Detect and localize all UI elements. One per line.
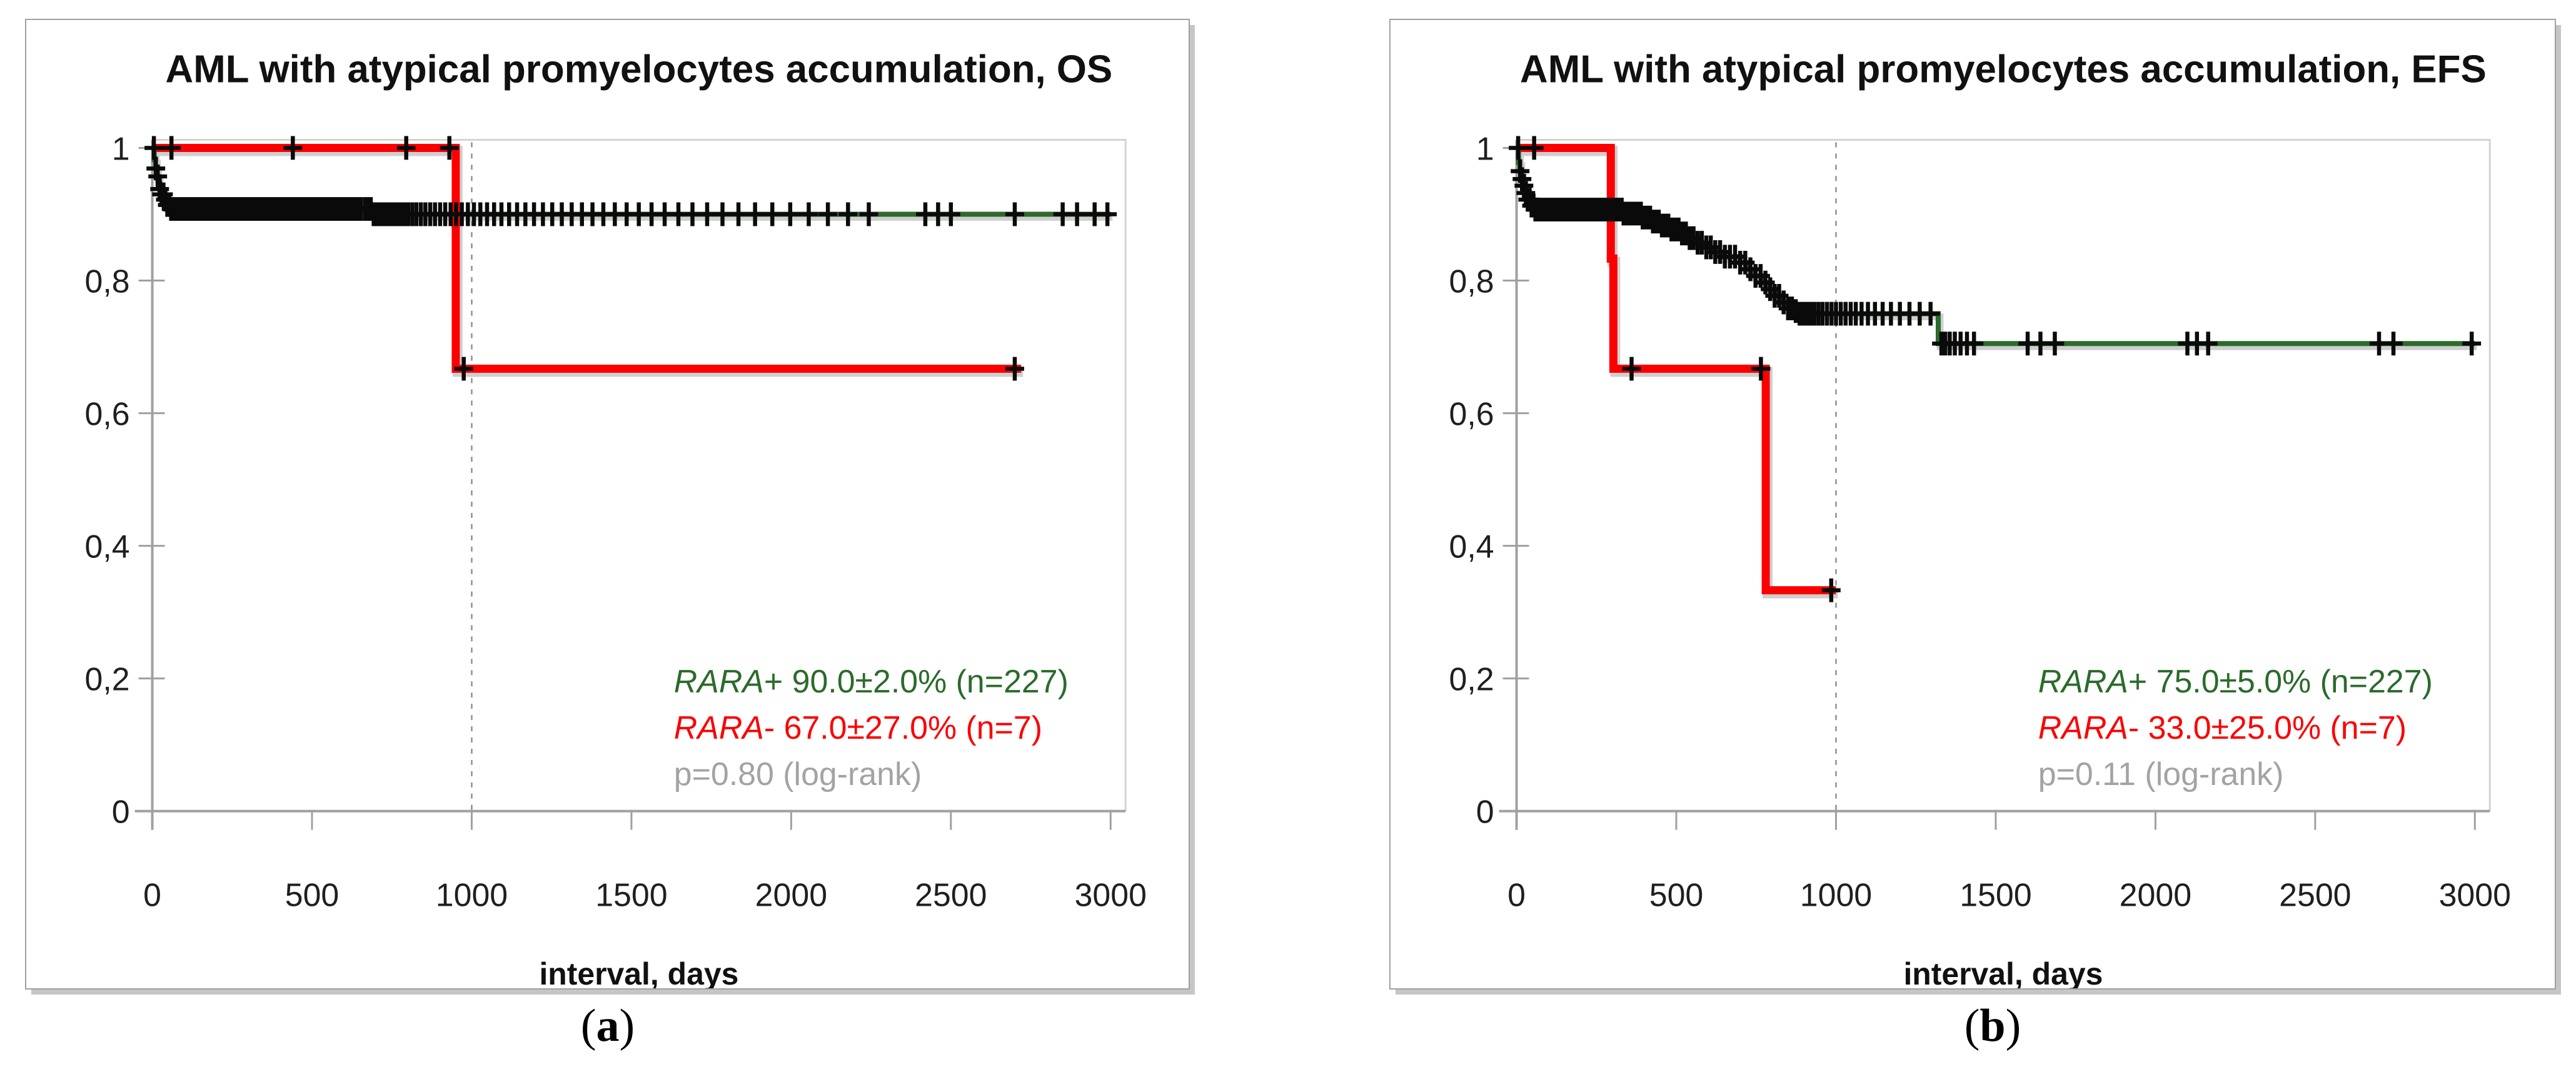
x-axis-label: interval, days	[539, 956, 738, 988]
efs-kaplan-meier-chart: 0 0,2 0,4 0,6 0,8 1 0 500 1000 1500 2000 2500 3000 AM…	[1449, 48, 2511, 988]
x-tick-label: 500	[285, 876, 340, 913]
y-tick-label: 0,4	[85, 529, 130, 565]
caption-letter: b	[1980, 1000, 2006, 1051]
x-tick-label: 0	[143, 876, 161, 913]
caption-panel-b: (b)	[1965, 1000, 2021, 1053]
series-line-rara-positive	[1516, 145, 2475, 347]
censor-marks-rara-positive	[144, 136, 1117, 226]
y-tick-label: 0,2	[85, 661, 130, 697]
caption-open-paren: (	[580, 1000, 596, 1051]
x-tick-label: 1000	[1800, 876, 1872, 913]
x-tick-label: 1500	[1960, 876, 2031, 913]
y-tick-label: 0,4	[1449, 529, 1494, 565]
series-shadow-rara-positive	[1517, 147, 2477, 350]
legend-entry: p=0.80 (log-rank)	[674, 756, 922, 792]
caption-close-paren: )	[2005, 1000, 2021, 1051]
series-line-rara-negative	[1516, 143, 1836, 595]
caption-letter: a	[596, 1000, 620, 1051]
y-tick-label: 1	[112, 130, 130, 166]
caption-open-paren: (	[1964, 1000, 1980, 1051]
legend-entry: RARA+ 75.0±5.0% (n=227)	[2038, 663, 2433, 699]
os-kaplan-meier-chart: 0 0,2 0,4 0,6 0,8 1 0 500 1000 1500 2000 2500 3000 AM…	[85, 48, 1147, 988]
caption-close-paren: )	[619, 1000, 635, 1051]
caption-panel-a: (a)	[581, 1000, 635, 1053]
x-tick-label: 2000	[755, 876, 827, 913]
x-axis-label: interval, days	[1903, 956, 2103, 988]
chart-title: AML with atypical promyelocytes accumula…	[166, 48, 1113, 91]
panel-os-chart: 0 0,2 0,4 0,6 0,8 1 0 500 1000 1500 2000 2500 3000 AM…	[25, 19, 1190, 990]
y-tick-label: 0,2	[1449, 661, 1494, 697]
series-shadow-rara-negative	[154, 146, 1024, 377]
y-tick-label: 1	[1476, 130, 1494, 166]
x-tick-label: 1500	[595, 876, 667, 913]
y-tick-label: 0,6	[1449, 396, 1494, 432]
y-tick-label: 0,8	[1449, 263, 1494, 299]
chart-title: AML with atypical promyelocytes accumula…	[1520, 48, 2487, 91]
censor-marks-rara-negative	[1524, 136, 1841, 602]
plot-area-border	[1516, 139, 2491, 811]
censor-marks-rara-positive	[1509, 136, 2482, 356]
x-tick-label: 2500	[2279, 876, 2351, 913]
series-line-rara-negative	[152, 143, 1022, 373]
y-tick-label: 0,6	[85, 396, 130, 432]
legend-entry: p=0.11 (log-rank)	[2038, 756, 2284, 792]
plot-area-border	[152, 139, 1127, 811]
y-tick-label: 0	[1476, 794, 1494, 830]
y-tick-label: 0,8	[85, 263, 130, 299]
x-tick-label: 1000	[436, 876, 508, 913]
censor-marks-rara-negative	[162, 136, 1024, 381]
legend-entry: RARA- 67.0±27.0% (n=7)	[674, 709, 1042, 746]
y-tick-label: 0	[112, 794, 130, 830]
x-tick-label: 3000	[2439, 876, 2511, 913]
legend-entry: RARA+ 90.0±2.0% (n=227)	[674, 663, 1069, 699]
legend-entry: RARA- 33.0±25.0% (n=7)	[2038, 709, 2407, 746]
x-tick-label: 0	[1507, 876, 1526, 913]
x-tick-label: 3000	[1075, 876, 1147, 913]
x-tick-label: 500	[1649, 876, 1704, 913]
x-tick-label: 2500	[915, 876, 987, 913]
x-tick-label: 2000	[2120, 876, 2191, 913]
panel-efs-chart: 0 0,2 0,4 0,6 0,8 1 0 500 1000 1500 2000 2500 3000 AM…	[1389, 19, 2556, 990]
